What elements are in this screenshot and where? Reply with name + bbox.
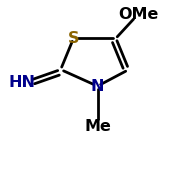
Text: HN: HN (8, 75, 35, 90)
Text: OMe: OMe (118, 7, 158, 22)
Text: S: S (68, 31, 79, 46)
Text: N: N (91, 79, 104, 94)
Text: Me: Me (84, 119, 111, 134)
